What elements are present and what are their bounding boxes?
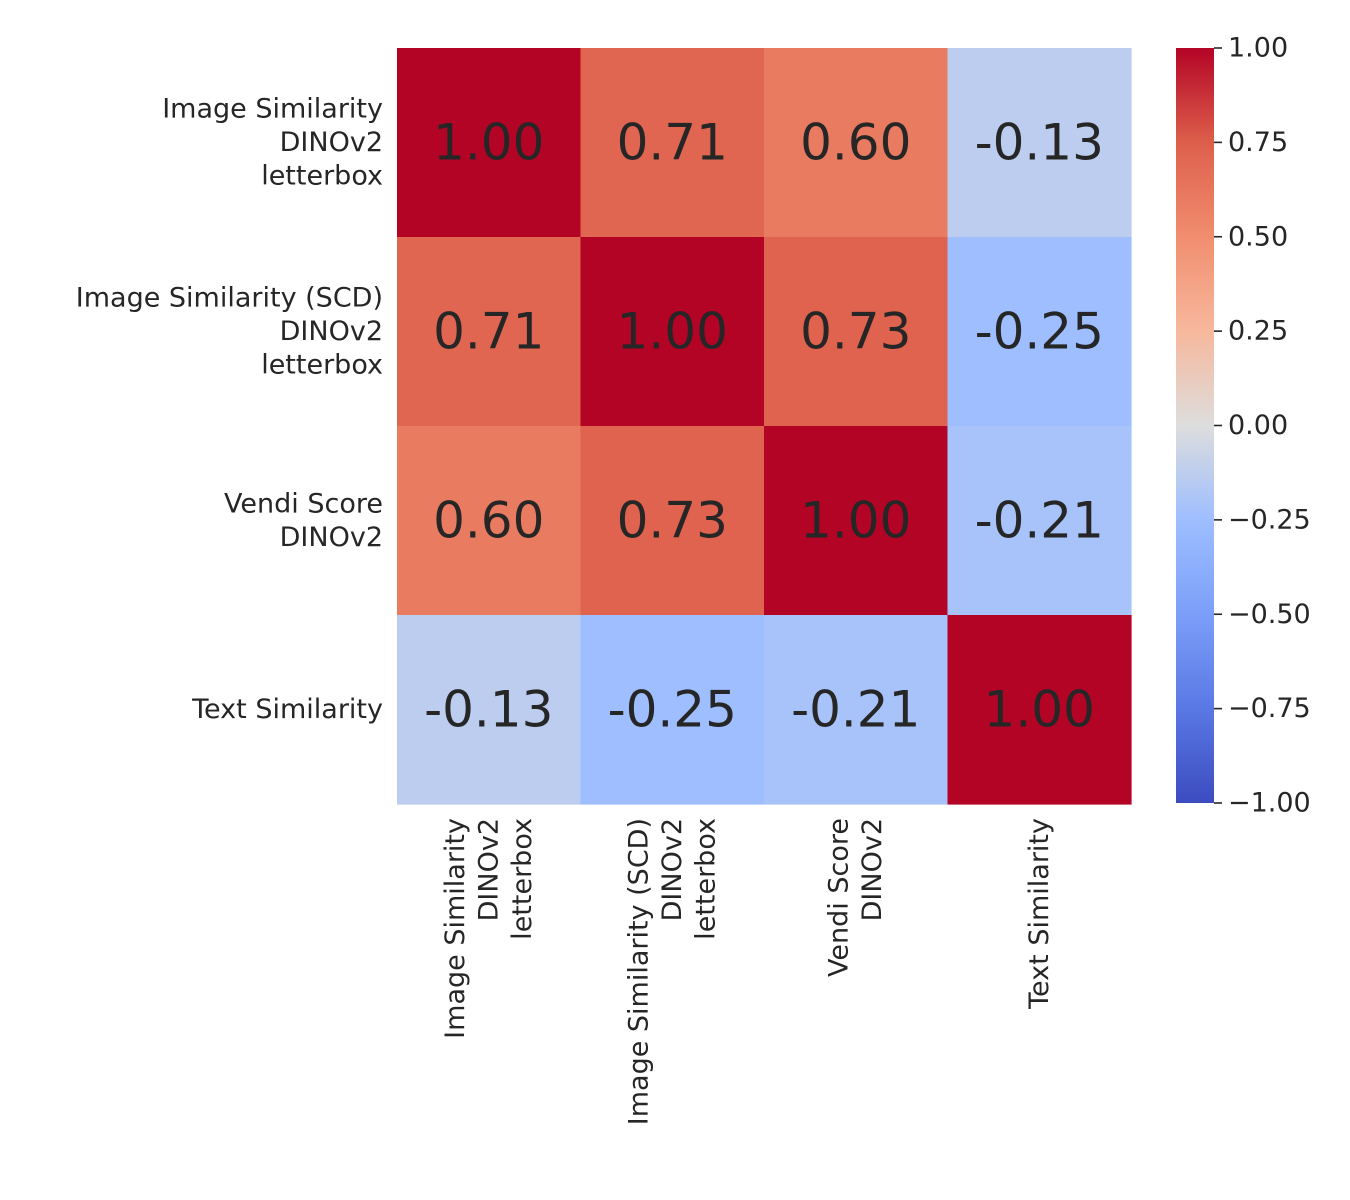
colorbar-tick-label: −0.75 (1228, 693, 1311, 724)
heatmap-cell (947, 426, 1132, 616)
svg-text:Image SimilarityDINOv2letterbo: Image SimilarityDINOv2letterbox (440, 818, 538, 1039)
colorbar-tick-label: −1.00 (1228, 788, 1311, 819)
column-tick-label: Vendi ScoreDINOv2 (824, 818, 889, 977)
colorbar-tick-label: −0.50 (1228, 599, 1311, 630)
svg-text:Text Similarity: Text Similarity (1024, 818, 1055, 1010)
column-tick-label: Image Similarity (SCD)DINOv2letterbox (623, 818, 721, 1125)
cell-value-label: 0.73 (617, 492, 728, 550)
heatmap-cell (580, 48, 765, 238)
cell-value-label: 1.00 (984, 681, 1095, 739)
cell-value-label: 0.71 (617, 114, 728, 172)
colorbar-tick-label: 1.00 (1228, 33, 1288, 64)
heatmap-cell (580, 615, 765, 805)
cell-value-label: -0.21 (791, 681, 920, 739)
row-tick-labels: Image Similarity DINOv2 letterbox Image Sim… (76, 94, 383, 726)
cell-value-label: 0.60 (800, 114, 911, 172)
row-tick-label: Image Similarity DINOv2 letterbox (162, 94, 383, 192)
row-tick-label: Vendi Score DINOv2 (224, 488, 383, 553)
colorbar-tick-label: 0.00 (1228, 410, 1288, 441)
cell-value-label: 1.00 (433, 114, 544, 172)
heatmap-cell (947, 615, 1132, 805)
cell-value-label: -0.25 (608, 681, 737, 739)
cell-value-label: -0.25 (975, 303, 1104, 361)
heatmap-cell (947, 237, 1132, 427)
row-tick-label: Image Similarity (SCD) DINOv2 letterbox (76, 283, 383, 381)
heatmap-cell (764, 48, 949, 238)
colorbar-gradient (1176, 48, 1214, 803)
colorbar-tick-label: 0.75 (1228, 127, 1288, 158)
heatmap-cell (764, 426, 949, 616)
heatmap-cell (580, 237, 765, 427)
cell-value-label: 0.60 (433, 492, 544, 550)
column-tick-labels: Image SimilarityDINOv2letterbox Image Sim… (440, 818, 1055, 1125)
heatmap-value-labels: 1.00 0.71 0.60 -0.13 0.71 1.00 0.73 -0.25 0.60 0.… (424, 114, 1104, 739)
colorbar-tick-label: 0.50 (1228, 221, 1288, 252)
cell-value-label: 1.00 (617, 303, 728, 361)
heatmap-cells (397, 48, 1132, 805)
cell-value-label: 1.00 (800, 492, 911, 550)
svg-text:Vendi ScoreDINOv2: Vendi ScoreDINOv2 (824, 818, 889, 977)
colorbar-tick-label: 0.25 (1228, 316, 1288, 347)
heatmap-cell (947, 48, 1132, 238)
cell-value-label: 0.73 (800, 303, 911, 361)
cell-value-label: -0.21 (975, 492, 1104, 550)
heatmap-cell (764, 237, 949, 427)
colorbar: 1.00 0.75 0.50 0.25 0.00 −0.25 −0.50 −0.75 −1.00 (1176, 33, 1311, 819)
cell-value-label: 0.71 (433, 303, 544, 361)
cell-value-label: -0.13 (424, 681, 553, 739)
heatmap-cell (397, 48, 582, 238)
svg-text:Image Similarity (SCD)DINOv2le: Image Similarity (SCD)DINOv2letterbox (623, 818, 721, 1125)
row-tick-label: Text Similarity (191, 694, 383, 725)
cell-value-label: -0.13 (975, 114, 1104, 172)
heatmap-cell (397, 237, 582, 427)
heatmap-cell (580, 426, 765, 616)
column-tick-label: Text Similarity (1024, 818, 1055, 1010)
column-tick-label: Image SimilarityDINOv2letterbox (440, 818, 538, 1039)
heatmap-cell (397, 426, 582, 616)
heatmap-cell (397, 615, 582, 805)
heatmap-cell (764, 615, 949, 805)
colorbar-tick-label: −0.25 (1228, 504, 1311, 535)
